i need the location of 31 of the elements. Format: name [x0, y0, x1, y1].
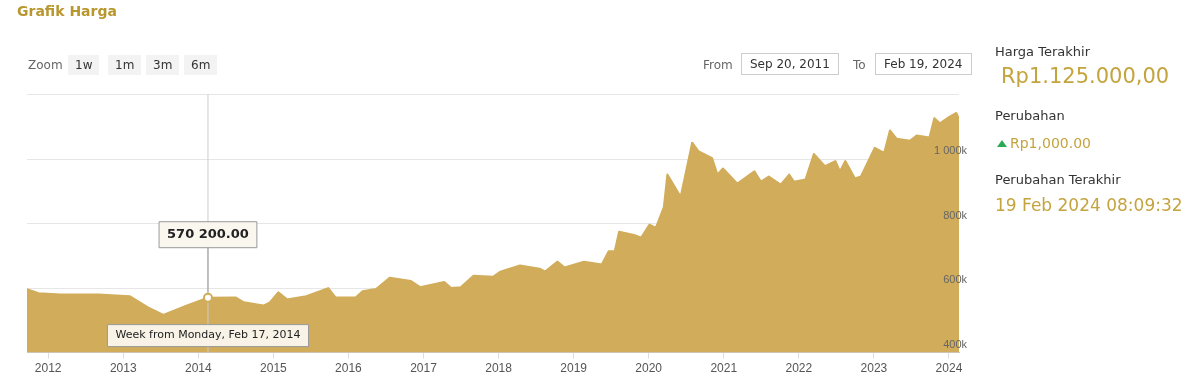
- x-tick-label: 2023: [860, 361, 888, 376]
- text: To: [853, 58, 866, 72]
- x-tick-label: 2016: [335, 361, 363, 376]
- x-tick-label: 2022: [785, 361, 813, 376]
- text: Harga Terakhir: [995, 44, 1090, 59]
- x-tick-label: 2019: [560, 361, 588, 376]
- text: Perubahan: [995, 108, 1065, 123]
- text: Perubahan Terakhir: [995, 172, 1121, 187]
- x-tick-label: 2020: [635, 361, 663, 376]
- text: 3m: [146, 55, 180, 75]
- x-tick-label: 2013: [109, 361, 137, 376]
- x-tick-label: 2024: [935, 361, 963, 376]
- x-tick-label: 2015: [260, 361, 288, 376]
- text: Feb 19, 2024: [875, 53, 972, 75]
- x-tick-label: 2018: [485, 361, 513, 376]
- x-tick-label: 2021: [710, 361, 738, 376]
- x-tick-label: 2017: [410, 361, 438, 376]
- annotation: 570 200.00: [167, 226, 249, 242]
- x-tick-label: 2014: [184, 361, 212, 376]
- text: Rp1.125.000,00: [1001, 64, 1170, 88]
- text: 1m: [108, 55, 142, 75]
- text: From: [703, 58, 733, 72]
- text: Zoom: [28, 58, 63, 72]
- x-tick-label: 2012: [34, 361, 62, 376]
- chart-title: Grafik Harga: [17, 3, 117, 19]
- text: 19 Feb 2024 08:09:32: [995, 195, 1183, 215]
- text: Sep 20, 2011: [741, 53, 839, 75]
- text: 6m: [184, 55, 218, 75]
- text: 1w: [68, 55, 100, 75]
- text: Rp1,000.00: [1010, 135, 1091, 151]
- annotation: Week from Monday, Feb 17, 2014: [115, 328, 301, 342]
